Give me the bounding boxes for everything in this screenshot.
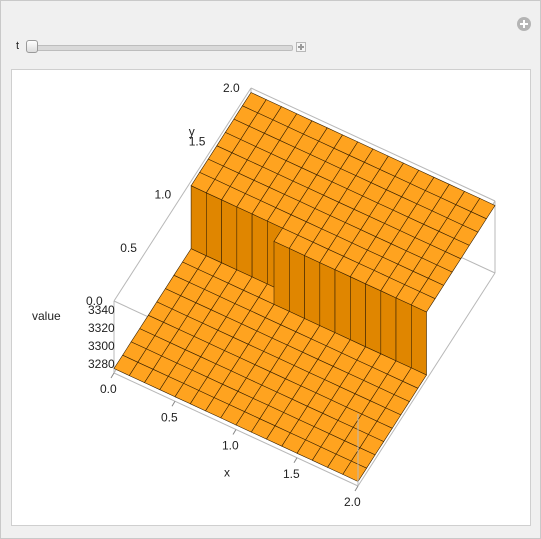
z-tick-label: 3320 — [88, 321, 115, 335]
surface-cell-255 — [342, 460, 368, 482]
x-tick-mark — [293, 457, 298, 464]
surface-wall — [221, 199, 238, 271]
y-tick-label: 1.5 — [189, 134, 206, 148]
surface-wall — [334, 269, 351, 341]
y-tick-label: 1.0 — [155, 188, 172, 202]
x-tick-mark — [171, 400, 176, 407]
surface-wall — [349, 276, 366, 348]
surface-wall — [410, 304, 427, 376]
surface-wall — [288, 247, 305, 319]
y-axis-label: y — [189, 124, 195, 138]
y-tick-label: 0.5 — [120, 241, 137, 255]
surface-wall — [319, 262, 336, 334]
surface-wall — [365, 283, 382, 355]
slider-expand-icon[interactable] — [296, 42, 306, 52]
box-edge-back-4 — [113, 87, 252, 302]
surface-wall — [236, 206, 253, 278]
t-slider-track[interactable] — [29, 45, 293, 51]
surface-wall — [304, 255, 321, 327]
x-tick-label: 1.0 — [222, 439, 239, 453]
plot-area: 0.0 0.5 1.0 1.5 2.0 0.0 0.5 1.0 1.5 2.0 3280 3300 33… — [11, 69, 531, 526]
surface-cell-127 — [410, 291, 436, 313]
z-tick-label: 3340 — [88, 303, 115, 317]
z-axis-label: value — [32, 309, 61, 323]
axis-ticks: 0.0 0.5 1.0 1.5 2.0 0.0 0.5 1.0 1.5 2.0 3280 3300 33… — [86, 81, 361, 509]
surface-wall — [380, 290, 397, 362]
z-tick-label: 3300 — [88, 339, 115, 353]
box-edge-front-1 — [357, 272, 496, 487]
y-tick-label: 0.0 — [86, 294, 103, 308]
add-icon[interactable] — [517, 17, 531, 31]
x-axis-label: x — [224, 466, 230, 480]
x-tick-mark — [232, 429, 237, 435]
x-tick-mark — [354, 485, 359, 492]
surface-wall — [190, 185, 207, 257]
box-edge-back-3 — [250, 87, 496, 202]
surface-wall — [206, 192, 222, 264]
x-tick-mark — [110, 372, 115, 379]
surface-wall — [273, 240, 290, 312]
x-tick-label: 0.0 — [100, 382, 117, 396]
surface-mesh — [113, 92, 496, 482]
z-tick-label: 3280 — [88, 357, 115, 371]
t-slider-thumb[interactable] — [26, 40, 38, 53]
surface-wall — [395, 297, 412, 369]
t-slider-label: t — [16, 40, 20, 52]
x-tick-label: 0.5 — [161, 410, 178, 424]
x-tick-label: 1.5 — [283, 467, 300, 481]
surface-plot: 0.0 0.5 1.0 1.5 2.0 0.0 0.5 1.0 1.5 2.0 3280 3300 33… — [32, 81, 496, 509]
y-tick-label: 2.0 — [223, 81, 240, 95]
surface-wall — [251, 213, 268, 285]
x-tick-label: 2.0 — [344, 495, 361, 509]
